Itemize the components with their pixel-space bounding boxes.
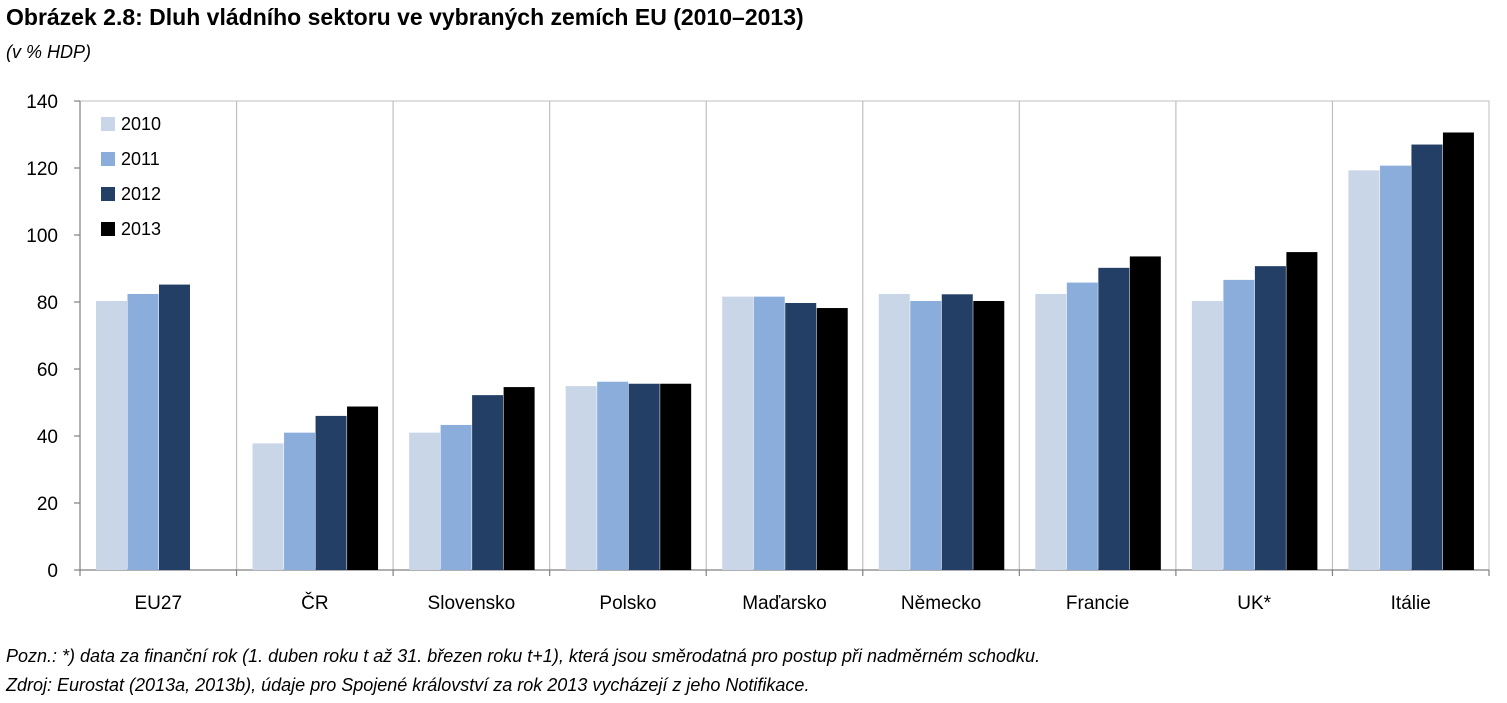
- bar-2012-4: [785, 303, 817, 570]
- legend-label: 2013: [121, 219, 161, 239]
- bar-2010-2: [409, 432, 441, 570]
- bar-2011-5: [910, 300, 942, 570]
- bar-2011-0: [127, 293, 159, 570]
- category-label: Maďarsko: [742, 593, 827, 614]
- category-label: ČR: [301, 592, 328, 614]
- bar-2010-5: [878, 293, 910, 570]
- bar-2011-1: [284, 432, 316, 570]
- y-tick-label: 80: [37, 293, 58, 314]
- bar-2010-4: [722, 296, 754, 570]
- bar-2013-8: [1442, 132, 1474, 571]
- category-label: Francie: [1066, 593, 1129, 614]
- category-label: UK*: [1237, 593, 1271, 614]
- bar-2011-2: [440, 424, 472, 570]
- bar-2013-2: [503, 387, 535, 570]
- bar-chart: 0 20 40 60 80 100 120 140 EU27 ČR Slovensko Polsko M…: [26, 92, 1490, 614]
- bar-2010-7: [1191, 300, 1223, 570]
- legend-swatch-2012: [101, 187, 115, 201]
- bar-2010-0: [96, 300, 127, 570]
- source-note: Zdroj: Eurostat (2013a, 2013b), údaje pr…: [6, 675, 810, 695]
- bar-2013-3: [660, 383, 692, 570]
- bar-2012-7: [1254, 266, 1286, 570]
- legend-swatch-2011: [101, 152, 115, 166]
- bar-2013-1: [347, 406, 379, 570]
- bar-2011-3: [597, 381, 629, 570]
- chart-subtitle: (v % HDP): [6, 42, 91, 62]
- bar-2013-6: [1129, 256, 1161, 570]
- bar-2010-3: [565, 386, 597, 570]
- y-tick-label: 0: [47, 561, 58, 582]
- legend-label: 2012: [121, 184, 161, 204]
- legend-label: 2010: [121, 114, 161, 134]
- bar-2013-4: [816, 308, 848, 570]
- bar-2012-3: [628, 383, 660, 570]
- bar-2010-6: [1035, 293, 1067, 570]
- legend-swatch-2010: [101, 117, 115, 131]
- category-label: Polsko: [599, 593, 656, 614]
- bar-2011-6: [1066, 282, 1098, 570]
- category-label: Slovensko: [428, 593, 516, 614]
- y-tick-label: 120: [26, 159, 58, 180]
- y-tick-label: 140: [26, 92, 58, 113]
- bar-2012-8: [1411, 144, 1443, 571]
- y-tick-label: 20: [37, 494, 58, 515]
- y-tick-label: 40: [37, 427, 58, 448]
- bar-2012-1: [315, 415, 347, 570]
- category-label: Itálie: [1391, 593, 1431, 614]
- y-tick-label: 60: [37, 360, 58, 381]
- bar-2012-6: [1098, 267, 1130, 570]
- category-label: Německo: [901, 593, 981, 614]
- y-tick-label: 100: [26, 226, 58, 247]
- category-label: EU27: [135, 593, 183, 614]
- bar-2011-7: [1223, 279, 1255, 570]
- chart-title: Obrázek 2.8: Dluh vládního sektoru ve vy…: [6, 4, 804, 30]
- bar-2010-8: [1348, 170, 1380, 570]
- bar-2012-2: [472, 395, 504, 570]
- bar-2010-1: [252, 443, 284, 570]
- bar-2013-5: [973, 300, 1005, 570]
- footnote: Pozn.: *) data za finanční rok (1. duben…: [6, 646, 1041, 666]
- legend-label: 2011: [121, 149, 160, 169]
- bar-2011-8: [1379, 165, 1411, 570]
- bar-2011-4: [753, 296, 785, 570]
- bar-2012-5: [941, 294, 973, 570]
- legend-swatch-2013: [101, 222, 115, 236]
- bar-2013-7: [1286, 252, 1318, 570]
- bar-2012-0: [159, 284, 190, 570]
